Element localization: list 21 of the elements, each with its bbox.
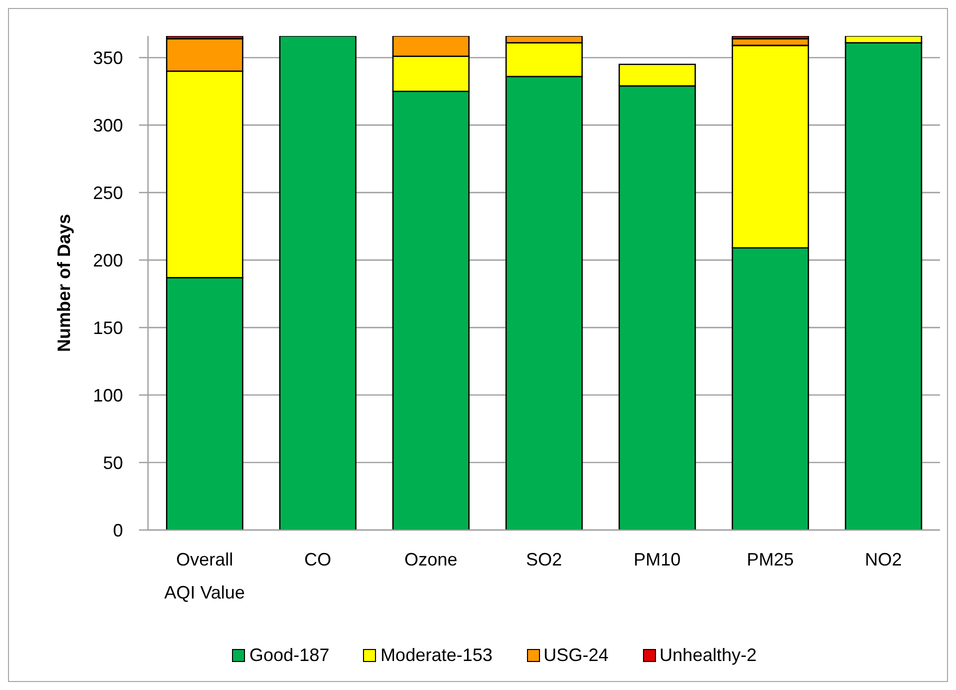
y-tick-label: 250 bbox=[92, 182, 123, 203]
legend-label: Good-187 bbox=[249, 644, 330, 666]
y-tick-label: 100 bbox=[92, 385, 123, 406]
y-tick-label: 0 bbox=[112, 520, 123, 540]
x-tick-label: Overall AQI Value bbox=[164, 550, 245, 602]
x-tick-label: PM10 bbox=[634, 550, 681, 570]
x-tick-label: NO2 bbox=[864, 550, 902, 570]
x-tick-label: Ozone bbox=[404, 550, 458, 570]
bar bbox=[279, 36, 356, 530]
y-tick-label: 150 bbox=[92, 318, 123, 338]
y-axis-title: Number of Days bbox=[54, 214, 74, 352]
y-tick-label: 50 bbox=[102, 452, 123, 473]
x-tick-label: PM25 bbox=[746, 550, 794, 570]
x-tick-label: CO bbox=[304, 550, 332, 570]
y-tick-label: 350 bbox=[92, 48, 123, 68]
legend-label: USG-24 bbox=[544, 644, 609, 666]
x-tick-label: SO2 bbox=[526, 550, 562, 570]
y-tick-label: 200 bbox=[92, 250, 123, 270]
y-tick-label: 300 bbox=[92, 115, 123, 136]
legend-label: Moderate-153 bbox=[380, 644, 493, 666]
legend-label: Unhealthy-2 bbox=[660, 644, 757, 666]
